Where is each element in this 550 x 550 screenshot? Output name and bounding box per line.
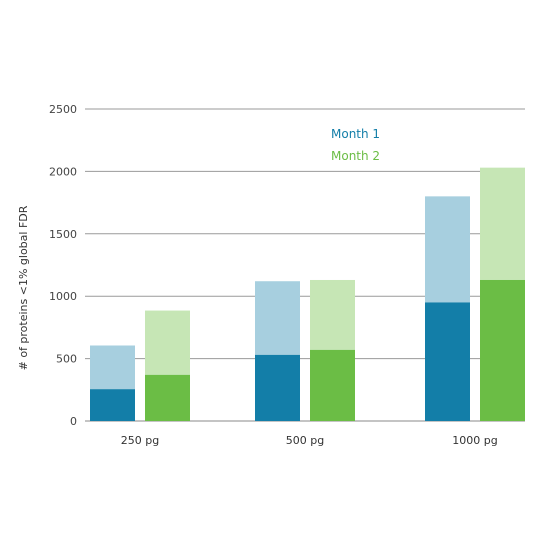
y-tick-label: 500: [56, 353, 77, 366]
y-tick-label: 2500: [49, 103, 77, 116]
bar-lower-month-1-500-pg: [255, 354, 300, 421]
bar-lower-month-2-250-pg: [145, 374, 190, 421]
bar-upper-month-2-250-pg: [145, 310, 190, 375]
legend-entry-month-1: Month 1: [331, 127, 380, 141]
bar-lower-month-2-1000-pg: [480, 279, 525, 421]
legend-entry-month-2: Month 2: [331, 149, 380, 163]
y-tick-label: 0: [70, 415, 77, 428]
bar-upper-month-2-500-pg: [310, 279, 355, 350]
x-tick-label: 250 pg: [121, 434, 159, 447]
x-tick-labels: 250 pg 500 pg 1000 pg: [121, 434, 498, 447]
bar-lower-month-1-250-pg: [90, 389, 135, 421]
bars: [90, 167, 525, 421]
y-tick-label: 1500: [49, 228, 77, 241]
x-tick-label: 1000 pg: [452, 434, 497, 447]
bar-lower-month-2-500-pg: [310, 349, 355, 421]
y-axis-title: # of proteins <1% global FDR: [17, 205, 30, 370]
x-tick-label: 500 pg: [286, 434, 324, 447]
y-tick-label: 1000: [49, 290, 77, 303]
bar-upper-month-1-250-pg: [90, 345, 135, 390]
bar-upper-month-1-1000-pg: [425, 196, 470, 303]
legend: Month 1 Month 2: [331, 127, 380, 163]
bar-lower-month-1-1000-pg: [425, 302, 470, 421]
y-tick-label: 2000: [49, 165, 77, 178]
y-tick-labels: 0 500 1000 1500 2000 2500: [49, 103, 77, 428]
bar-upper-month-1-500-pg: [255, 281, 300, 355]
bar-upper-month-2-1000-pg: [480, 167, 525, 280]
